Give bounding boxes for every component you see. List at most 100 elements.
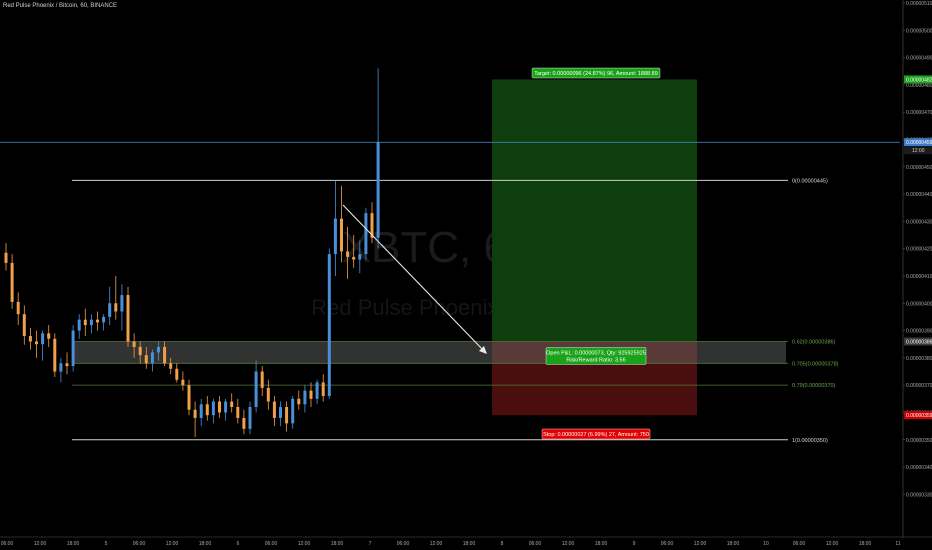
- candle-body[interactable]: [340, 218, 343, 252]
- time-tick-label: 10: [763, 541, 769, 547]
- price-tick-label: 0.00000430: [906, 219, 932, 225]
- price-tick-label: 0.00000410: [906, 274, 932, 280]
- candle-body[interactable]: [193, 409, 197, 418]
- price-tick-label: 0.00000450: [906, 165, 932, 171]
- candle-body[interactable]: [4, 252, 8, 263]
- candle-body[interactable]: [358, 254, 362, 260]
- candle-body[interactable]: [327, 254, 331, 397]
- candle-body[interactable]: [260, 371, 264, 388]
- candle-body[interactable]: [218, 401, 221, 413]
- time-tick-label: 5: [105, 541, 108, 547]
- candle-body[interactable]: [22, 314, 26, 337]
- fib-label-0.705: 0.705(0.00000378): [792, 361, 839, 367]
- candle-body[interactable]: [315, 382, 319, 399]
- price-tick-label: 0.00000510: [906, 1, 932, 7]
- fib-label-1: 1(0.00000350): [792, 438, 828, 444]
- stop-price-tag-text: 0.00000359: [906, 413, 932, 419]
- candle-body[interactable]: [102, 316, 106, 323]
- price-tick-label: 0.00000400: [906, 301, 932, 307]
- candle-body[interactable]: [83, 319, 87, 326]
- open-pnl-label-text: Open P&L: 0.00000073, Qty: 925925925: [546, 351, 646, 357]
- fib-label-0.62: 0.62(0.00000386): [792, 339, 836, 345]
- candle-body[interactable]: [132, 341, 136, 347]
- entry-price-tag-text: 0.00000386: [906, 339, 932, 345]
- candle-body[interactable]: [254, 371, 258, 407]
- candle-body[interactable]: [35, 341, 38, 345]
- profit-zone: [492, 79, 697, 342]
- candle-body[interactable]: [211, 401, 215, 416]
- candle-body[interactable]: [309, 390, 313, 399]
- candle-body[interactable]: [120, 295, 124, 312]
- candle-body[interactable]: [126, 295, 130, 342]
- candle-body[interactable]: [291, 398, 295, 424]
- candle-body[interactable]: [266, 387, 270, 402]
- candle-body[interactable]: [364, 213, 368, 255]
- candle-body[interactable]: [114, 303, 118, 312]
- candle-body[interactable]: [272, 401, 276, 418]
- time-tick-label: 06:00: [1, 541, 14, 547]
- time-tick-label: 18:00: [595, 541, 608, 547]
- candle-body[interactable]: [157, 346, 160, 353]
- candle-body[interactable]: [303, 390, 307, 405]
- candle-body[interactable]: [279, 407, 282, 418]
- candle-body[interactable]: [352, 256, 356, 260]
- candle-body[interactable]: [53, 338, 57, 372]
- candle-body[interactable]: [16, 301, 20, 315]
- candle-body[interactable]: [169, 363, 173, 369]
- candle-body[interactable]: [47, 333, 51, 339]
- candle-body[interactable]: [71, 330, 75, 367]
- candle-body[interactable]: [236, 407, 240, 418]
- fib-label-0.79: 0.79(0.00000370): [792, 383, 836, 389]
- target-label-text: Target: 0.00000096 (24.87%) 96, Amount: …: [534, 71, 658, 77]
- time-tick-label: 12:00: [562, 541, 575, 547]
- candle-body[interactable]: [242, 417, 246, 429]
- candle-body[interactable]: [297, 398, 301, 405]
- current-time-tag: [904, 147, 932, 155]
- candle-body[interactable]: [28, 336, 32, 342]
- time-tick-label: 06:00: [133, 541, 146, 547]
- candle-body[interactable]: [175, 368, 179, 380]
- candle-body[interactable]: [41, 333, 45, 345]
- candle-body[interactable]: [321, 382, 325, 397]
- price-tick-label: 0.00000420: [906, 247, 932, 253]
- candle-body[interactable]: [230, 401, 234, 407]
- candle-body[interactable]: [96, 319, 99, 323]
- candle-body[interactable]: [150, 352, 154, 364]
- fib-label-0: 0(0.00000445): [792, 178, 828, 184]
- candle-body[interactable]: [163, 346, 167, 364]
- price-tick-label: 0.00000490: [906, 56, 932, 62]
- candle-body[interactable]: [370, 213, 374, 238]
- time-tick-label: 18:00: [727, 541, 740, 547]
- candle-body[interactable]: [248, 407, 252, 429]
- candle-body[interactable]: [333, 218, 337, 255]
- price-tick-label: 0.00000380: [906, 356, 932, 362]
- candle-body[interactable]: [224, 401, 228, 413]
- time-tick-label: 06:00: [397, 541, 410, 547]
- time-tick-label: 18:00: [331, 541, 344, 547]
- time-tick-label: 11: [895, 541, 900, 547]
- candle-body[interactable]: [59, 363, 63, 372]
- open-pnl-label-box: [545, 347, 647, 365]
- candle-body[interactable]: [10, 262, 14, 302]
- time-tick-label: 06:00: [661, 541, 674, 547]
- candle-body[interactable]: [187, 385, 191, 410]
- candle-body[interactable]: [205, 404, 209, 416]
- candle-body[interactable]: [89, 319, 93, 326]
- candle-body[interactable]: [199, 404, 203, 418]
- candle-body[interactable]: [346, 251, 350, 257]
- candle-body[interactable]: [144, 355, 148, 364]
- candle-body[interactable]: [77, 319, 81, 331]
- candle-body[interactable]: [285, 407, 289, 424]
- price-tick-label: 0.00000500: [906, 28, 932, 34]
- candle-body[interactable]: [376, 142, 380, 238]
- candle-body[interactable]: [138, 346, 142, 356]
- candle-body[interactable]: [108, 303, 112, 317]
- candle-body[interactable]: [65, 363, 69, 367]
- target-price-tag: [904, 75, 932, 84]
- symbol-title: Red Pulse Phoenix / Bitcoin, 60, BINANCE: [3, 3, 118, 9]
- time-tick-label: 12:00: [694, 541, 707, 547]
- candle-body[interactable]: [181, 379, 185, 386]
- time-tick-label: 18:00: [199, 541, 212, 547]
- price-tick-label: 0.00000330: [906, 492, 932, 498]
